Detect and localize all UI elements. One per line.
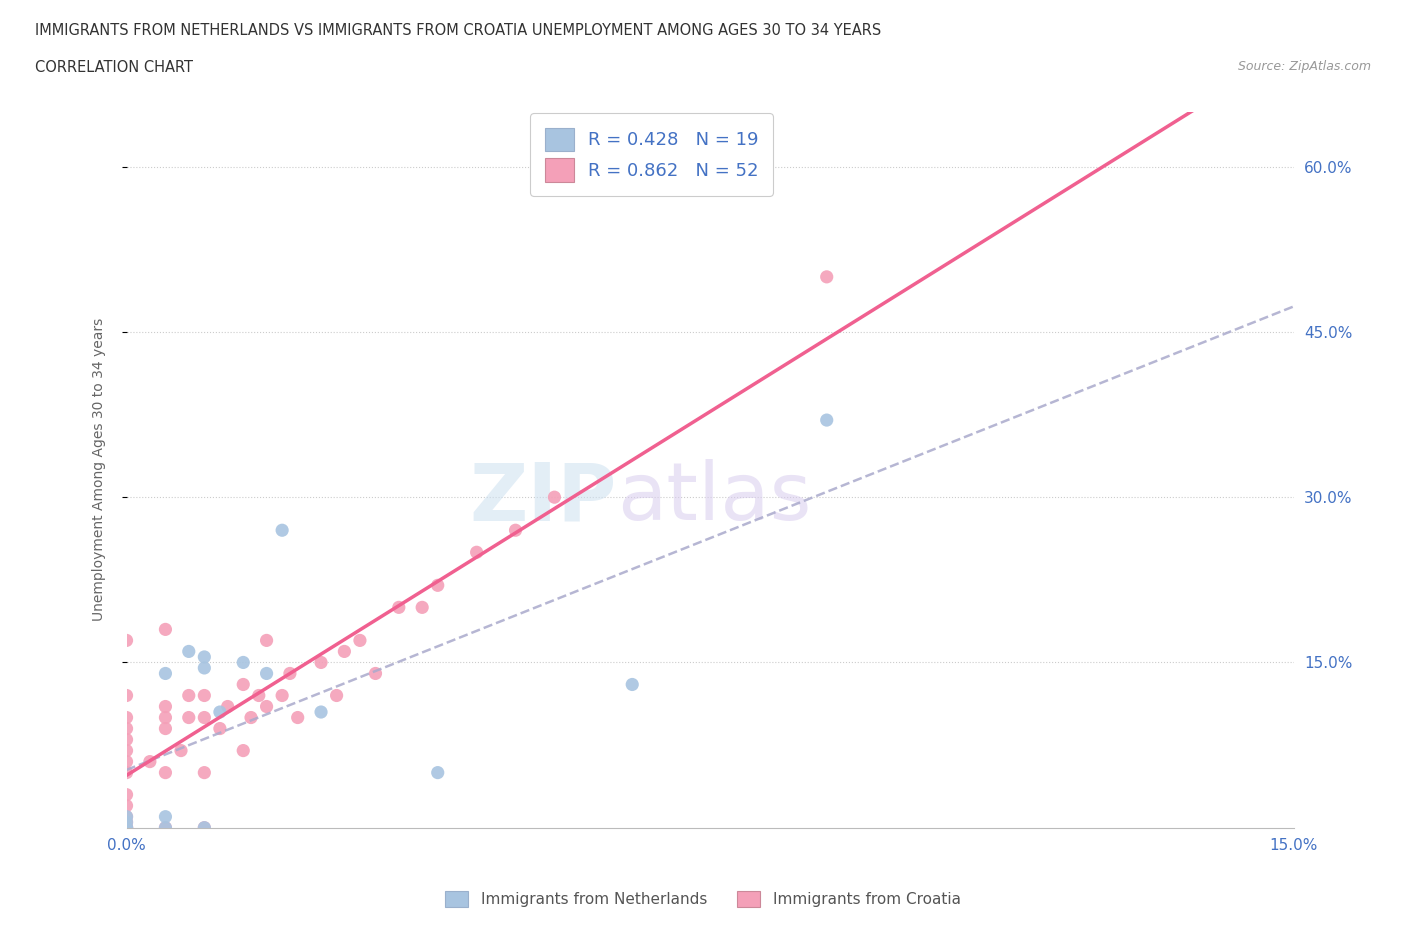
Point	[155, 622, 177, 637]
Text: Source: ZipAtlas.com: Source: ZipAtlas.com	[1237, 60, 1371, 73]
Point	[115, 721, 138, 736]
Point	[115, 798, 138, 813]
Point	[115, 809, 138, 824]
Point	[217, 699, 239, 714]
Point	[115, 633, 138, 648]
Point	[208, 721, 231, 736]
Point	[115, 809, 138, 824]
Text: atlas: atlas	[617, 459, 811, 538]
Point	[177, 688, 200, 703]
Point	[465, 545, 488, 560]
Point	[170, 743, 193, 758]
Text: ZIP: ZIP	[470, 459, 617, 538]
Point	[426, 578, 449, 592]
Point	[193, 688, 215, 703]
Point	[505, 523, 527, 538]
Point	[309, 655, 332, 670]
Point	[388, 600, 411, 615]
Point	[115, 688, 138, 703]
Point	[426, 765, 449, 780]
Point	[247, 688, 270, 703]
Point	[256, 666, 278, 681]
Point	[325, 688, 347, 703]
Point	[240, 711, 263, 725]
Point	[115, 743, 138, 758]
Point	[155, 721, 177, 736]
Point	[287, 711, 309, 725]
Point	[115, 765, 138, 780]
Point	[543, 490, 565, 505]
Point	[232, 743, 254, 758]
Legend: Immigrants from Netherlands, Immigrants from Croatia: Immigrants from Netherlands, Immigrants …	[439, 884, 967, 913]
Point	[155, 820, 177, 835]
Point	[278, 666, 301, 681]
Point	[193, 660, 215, 675]
Point	[193, 820, 215, 835]
Text: CORRELATION CHART: CORRELATION CHART	[35, 60, 193, 75]
Point	[256, 699, 278, 714]
Point	[115, 787, 138, 802]
Point	[115, 820, 138, 835]
Point	[115, 815, 138, 830]
Point	[815, 413, 838, 428]
Point	[115, 820, 138, 835]
Point	[193, 649, 215, 664]
Point	[115, 815, 138, 830]
Point	[193, 711, 215, 725]
Point	[177, 711, 200, 725]
Point	[333, 644, 356, 658]
Y-axis label: Unemployment Among Ages 30 to 34 years: Unemployment Among Ages 30 to 34 years	[91, 318, 105, 621]
Point	[256, 633, 278, 648]
Point	[271, 688, 294, 703]
Point	[115, 820, 138, 835]
Point	[411, 600, 433, 615]
Point	[155, 666, 177, 681]
Point	[232, 655, 254, 670]
Point	[193, 765, 215, 780]
Point	[155, 711, 177, 725]
Text: IMMIGRANTS FROM NETHERLANDS VS IMMIGRANTS FROM CROATIA UNEMPLOYMENT AMONG AGES 3: IMMIGRANTS FROM NETHERLANDS VS IMMIGRANT…	[35, 23, 882, 38]
Point	[155, 765, 177, 780]
Point	[364, 666, 387, 681]
Point	[155, 699, 177, 714]
Point	[208, 705, 231, 720]
Point	[309, 705, 332, 720]
Legend: R = 0.428   N = 19, R = 0.862   N = 52: R = 0.428 N = 19, R = 0.862 N = 52	[530, 113, 773, 196]
Point	[271, 523, 294, 538]
Point	[177, 644, 200, 658]
Point	[115, 754, 138, 769]
Point	[115, 820, 138, 835]
Point	[115, 732, 138, 747]
Point	[155, 820, 177, 835]
Point	[115, 820, 138, 835]
Point	[621, 677, 644, 692]
Point	[139, 754, 162, 769]
Point	[155, 809, 177, 824]
Point	[193, 820, 215, 835]
Point	[232, 677, 254, 692]
Point	[115, 711, 138, 725]
Point	[815, 270, 838, 285]
Point	[349, 633, 371, 648]
